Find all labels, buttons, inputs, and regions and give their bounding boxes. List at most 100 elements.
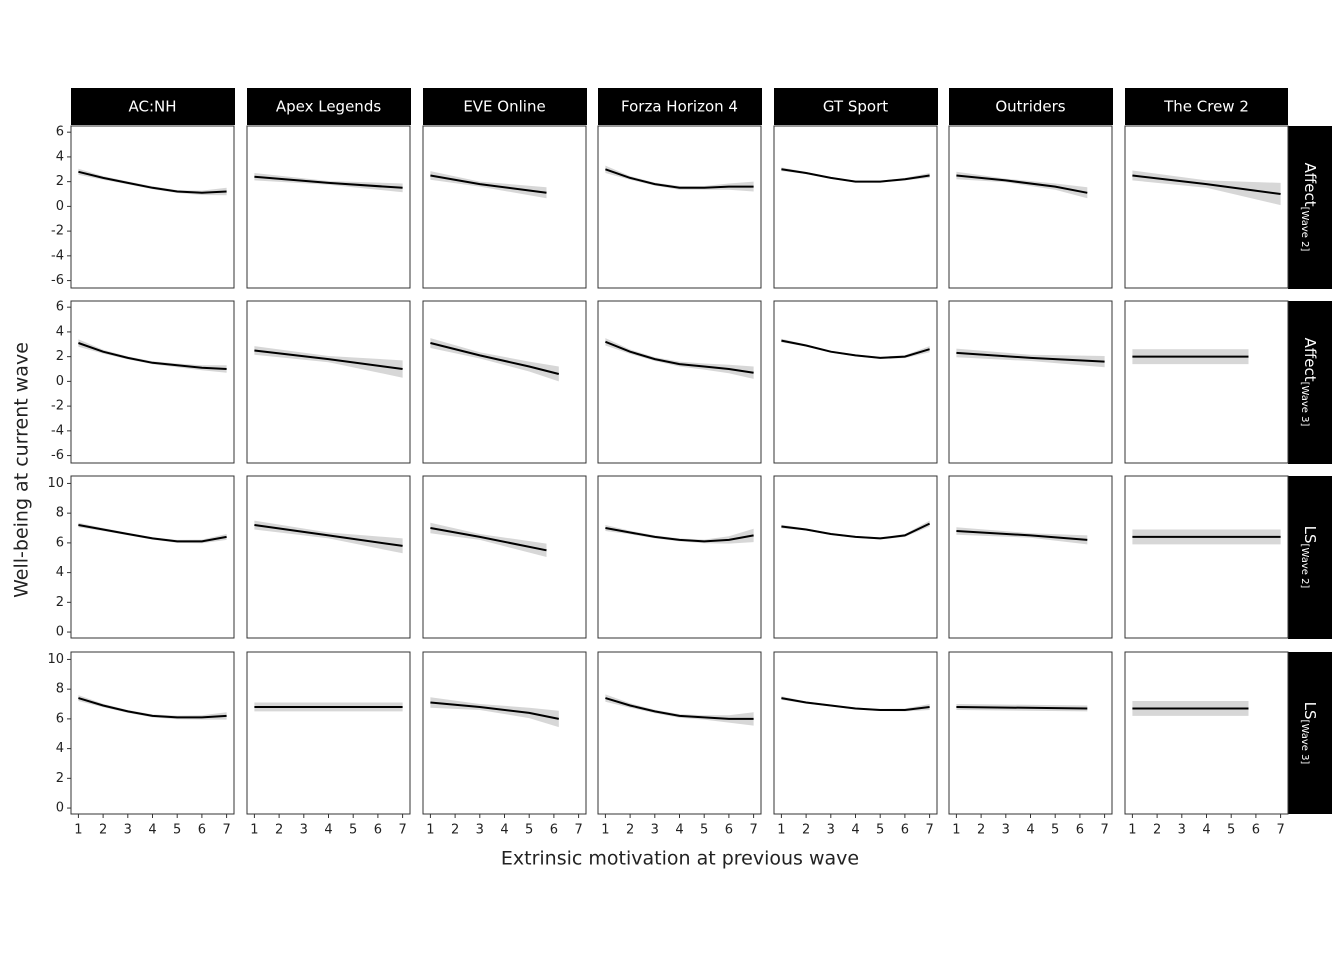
confidence-band bbox=[605, 525, 754, 544]
x-tick-label: 1 bbox=[777, 823, 785, 838]
panel bbox=[70, 475, 235, 639]
x-tick-label: 5 bbox=[525, 823, 533, 838]
panel bbox=[422, 651, 587, 815]
panel bbox=[246, 475, 411, 639]
panel bbox=[597, 125, 762, 289]
panel bbox=[422, 475, 587, 639]
x-tick-label: 5 bbox=[1227, 823, 1235, 838]
x-tick-label: 6 bbox=[198, 823, 206, 838]
x-tick-label: 7 bbox=[1100, 823, 1108, 838]
x-tick-label: 3 bbox=[124, 823, 132, 838]
x-tick-label: 2 bbox=[451, 823, 459, 838]
x-tick-label: 5 bbox=[700, 823, 708, 838]
y-tick-label: 10 bbox=[47, 652, 64, 667]
y-tick-label: -2 bbox=[51, 224, 64, 239]
confidence-band bbox=[605, 165, 754, 192]
panel bbox=[70, 651, 235, 815]
strip bbox=[247, 88, 411, 125]
x-tick-label: 1 bbox=[1128, 823, 1136, 838]
row-label-sub: [Wave 2] bbox=[1299, 544, 1310, 589]
x-tick-label: 3 bbox=[1002, 823, 1010, 838]
x-tick-label: 1 bbox=[250, 823, 258, 838]
x-tick-label: 5 bbox=[1051, 823, 1059, 838]
x-tick-label: 7 bbox=[398, 823, 406, 838]
strip bbox=[774, 88, 938, 125]
y-axis-title: Well-being at current wave bbox=[11, 342, 33, 598]
trend-line bbox=[956, 174, 1088, 194]
x-tick-label: 5 bbox=[876, 823, 884, 838]
panel bbox=[597, 475, 762, 639]
trend-line bbox=[430, 701, 559, 720]
column-label: Apex Legends bbox=[276, 98, 381, 116]
trend-line bbox=[781, 697, 930, 711]
trend-line bbox=[605, 697, 754, 720]
trend-line bbox=[605, 340, 754, 374]
y-tick-label: -2 bbox=[51, 399, 64, 414]
x-tick-label: 5 bbox=[173, 823, 181, 838]
y-tick-label: 8 bbox=[56, 682, 64, 697]
x-tick-label: 2 bbox=[99, 823, 107, 838]
y-tick-label: 4 bbox=[56, 741, 64, 756]
x-tick-label: 1 bbox=[426, 823, 434, 838]
y-tick-label: 6 bbox=[56, 300, 64, 315]
x-tick-label: 6 bbox=[901, 823, 909, 838]
y-tick-label: 4 bbox=[56, 565, 64, 580]
x-tick-label: 2 bbox=[626, 823, 634, 838]
panel bbox=[948, 475, 1113, 639]
x-tick-label: 4 bbox=[148, 823, 156, 838]
x-tick-label: 5 bbox=[349, 823, 357, 838]
x-tick-label: 1 bbox=[952, 823, 960, 838]
x-tick-label: 7 bbox=[925, 823, 933, 838]
panel bbox=[597, 651, 762, 815]
trend-line bbox=[430, 342, 560, 375]
y-tick-label: 0 bbox=[56, 801, 64, 816]
strip bbox=[1288, 652, 1332, 814]
panel bbox=[422, 125, 587, 289]
x-tick-label: 6 bbox=[1076, 823, 1084, 838]
x-tick-label: 7 bbox=[1276, 823, 1284, 838]
x-tick-label: 6 bbox=[550, 823, 558, 838]
column-label: EVE Online bbox=[463, 98, 545, 116]
trend-line bbox=[956, 351, 1105, 363]
panel bbox=[773, 651, 938, 815]
panel bbox=[597, 300, 762, 464]
y-tick-label: 2 bbox=[56, 595, 64, 610]
trend-line bbox=[781, 339, 930, 359]
y-tick-label: -6 bbox=[51, 273, 64, 288]
y-tick-label: 10 bbox=[47, 476, 64, 491]
panel bbox=[773, 475, 938, 639]
panel bbox=[246, 300, 411, 464]
x-tick-label: 4 bbox=[324, 823, 332, 838]
row-label-main: LS bbox=[1302, 526, 1320, 544]
x-tick-label: 6 bbox=[1252, 823, 1260, 838]
strip bbox=[1288, 301, 1332, 464]
panel bbox=[948, 651, 1113, 815]
strip bbox=[1288, 126, 1332, 289]
y-tick-label: 6 bbox=[56, 711, 64, 726]
x-tick-label: 4 bbox=[851, 823, 859, 838]
trend-line bbox=[956, 706, 1088, 710]
trend-line bbox=[78, 170, 227, 194]
row-label-sub: [Wave 2] bbox=[1299, 207, 1310, 252]
row-label-sub: [Wave 3] bbox=[1299, 382, 1310, 427]
strip bbox=[598, 88, 762, 125]
y-tick-label: 8 bbox=[56, 506, 64, 521]
x-tick-label: 1 bbox=[601, 823, 609, 838]
confidence-band bbox=[254, 520, 403, 554]
x-tick-label: 7 bbox=[749, 823, 757, 838]
x-tick-label: 3 bbox=[651, 823, 659, 838]
y-tick-label: 6 bbox=[56, 125, 64, 140]
x-tick-label: 3 bbox=[476, 823, 484, 838]
x-tick-label: 1 bbox=[74, 823, 82, 838]
panel bbox=[948, 125, 1113, 289]
panel bbox=[773, 125, 938, 289]
row-label-main: Affect bbox=[1302, 338, 1320, 382]
trend-line bbox=[78, 524, 227, 543]
x-tick-label: 3 bbox=[1178, 823, 1186, 838]
y-tick-label: 4 bbox=[56, 324, 64, 339]
column-label: AC:NH bbox=[128, 98, 176, 116]
y-tick-label: 6 bbox=[56, 535, 64, 550]
x-tick-label: 7 bbox=[222, 823, 230, 838]
y-tick-label: 2 bbox=[56, 349, 64, 364]
